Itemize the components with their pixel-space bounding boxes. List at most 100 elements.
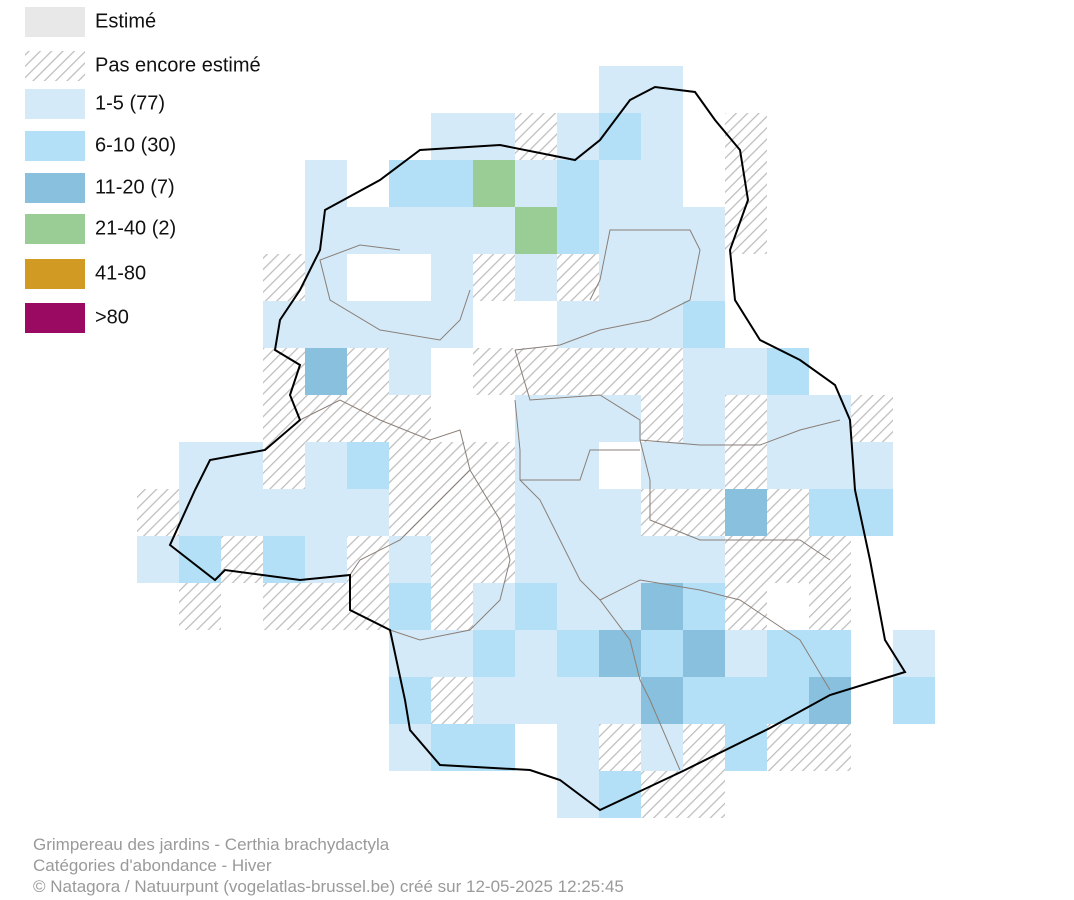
grid-cell	[725, 583, 767, 630]
grid-cell	[347, 583, 389, 630]
grid-cell	[515, 536, 557, 583]
grid-cell	[641, 583, 683, 630]
grid-cell	[221, 536, 263, 583]
grid-cell	[725, 489, 767, 536]
grid-cell	[641, 489, 683, 536]
grid-cell	[725, 348, 767, 395]
grid-cell	[599, 677, 641, 724]
footer-line: © Natagora / Natuurpunt (vogelatlas-brus…	[33, 877, 624, 896]
legend-swatch	[25, 7, 85, 37]
grid-cell	[389, 207, 431, 254]
grid-cell	[305, 583, 347, 630]
grid-cell	[767, 348, 809, 395]
grid-cell	[389, 395, 431, 442]
grid-cell	[305, 395, 347, 442]
region-boundary	[168, 85, 907, 812]
grid-cell	[473, 348, 515, 395]
grid-cell	[347, 395, 389, 442]
grid-cell	[473, 160, 515, 207]
grid-cell	[305, 301, 347, 348]
grid-cell	[641, 348, 683, 395]
grid-cell	[725, 442, 767, 489]
grid-cell	[599, 254, 641, 301]
grid-cell	[179, 583, 221, 630]
grid-cell	[137, 489, 179, 536]
grid-cell	[809, 489, 851, 536]
grid-cell	[179, 489, 221, 536]
grid-cell	[305, 160, 347, 207]
grid-cell	[515, 160, 557, 207]
grid-cell	[473, 254, 515, 301]
legend-label: 1-5 (77)	[95, 92, 165, 114]
grid-cell	[515, 395, 557, 442]
grid-cell	[725, 630, 767, 677]
grid-cell	[557, 583, 599, 630]
grid-cell	[599, 724, 641, 771]
grid-cell	[557, 489, 599, 536]
grid-cell	[599, 583, 641, 630]
grid-cell	[557, 395, 599, 442]
grid-cell	[431, 536, 473, 583]
grid-cell	[683, 489, 725, 536]
grid-cell	[599, 348, 641, 395]
grid-cell	[809, 442, 851, 489]
grid-cell	[767, 536, 809, 583]
grid-cell	[305, 348, 347, 395]
legend-swatch	[25, 259, 85, 289]
grid-cell	[389, 677, 431, 724]
grid-cell	[557, 630, 599, 677]
legend-swatch	[25, 214, 85, 244]
grid-cell	[347, 489, 389, 536]
grid-cell	[305, 442, 347, 489]
grid-cell	[557, 348, 599, 395]
grid-cell	[683, 677, 725, 724]
grid-cell	[767, 630, 809, 677]
grid-cell	[431, 113, 473, 160]
legend-label: Estimé	[95, 10, 156, 32]
grid-cell	[683, 724, 725, 771]
grid-cell	[851, 395, 893, 442]
grid-cell	[473, 489, 515, 536]
legend-swatch	[25, 131, 85, 161]
grid-cell	[767, 489, 809, 536]
grid-cell	[683, 583, 725, 630]
grid-cell	[473, 113, 515, 160]
grid-cell	[431, 583, 473, 630]
grid-cell	[599, 536, 641, 583]
grid-cell	[641, 301, 683, 348]
grid-cell	[683, 536, 725, 583]
grid-cell	[599, 630, 641, 677]
grid-cell	[683, 395, 725, 442]
footer-line: Catégories d'abondance - Hiver	[33, 856, 272, 875]
commune-borders	[299, 229, 841, 771]
grid-cell	[599, 66, 641, 113]
grid-cell	[389, 489, 431, 536]
grid-cell	[599, 489, 641, 536]
grid-cell	[599, 160, 641, 207]
grid-cell	[221, 442, 263, 489]
grid-cell	[641, 254, 683, 301]
grid-cell	[473, 442, 515, 489]
grid-cell	[515, 254, 557, 301]
grid-cell	[557, 677, 599, 724]
grid-cell	[683, 348, 725, 395]
grid-cell	[557, 724, 599, 771]
grid-cell	[641, 630, 683, 677]
grid-cell	[557, 113, 599, 160]
grid-cell	[431, 677, 473, 724]
grid-cell	[767, 677, 809, 724]
grid-cell	[389, 348, 431, 395]
legend-label: 41-80	[95, 262, 146, 284]
grid-cell	[725, 536, 767, 583]
grid-cell	[473, 630, 515, 677]
grid-cell	[305, 489, 347, 536]
grid-cell	[473, 536, 515, 583]
grid-cell	[347, 301, 389, 348]
grid-cell	[263, 301, 305, 348]
grid-cell	[641, 724, 683, 771]
grid-cell	[557, 442, 599, 489]
grid-cell	[809, 677, 851, 724]
grid-cell	[263, 489, 305, 536]
grid-cell	[431, 724, 473, 771]
